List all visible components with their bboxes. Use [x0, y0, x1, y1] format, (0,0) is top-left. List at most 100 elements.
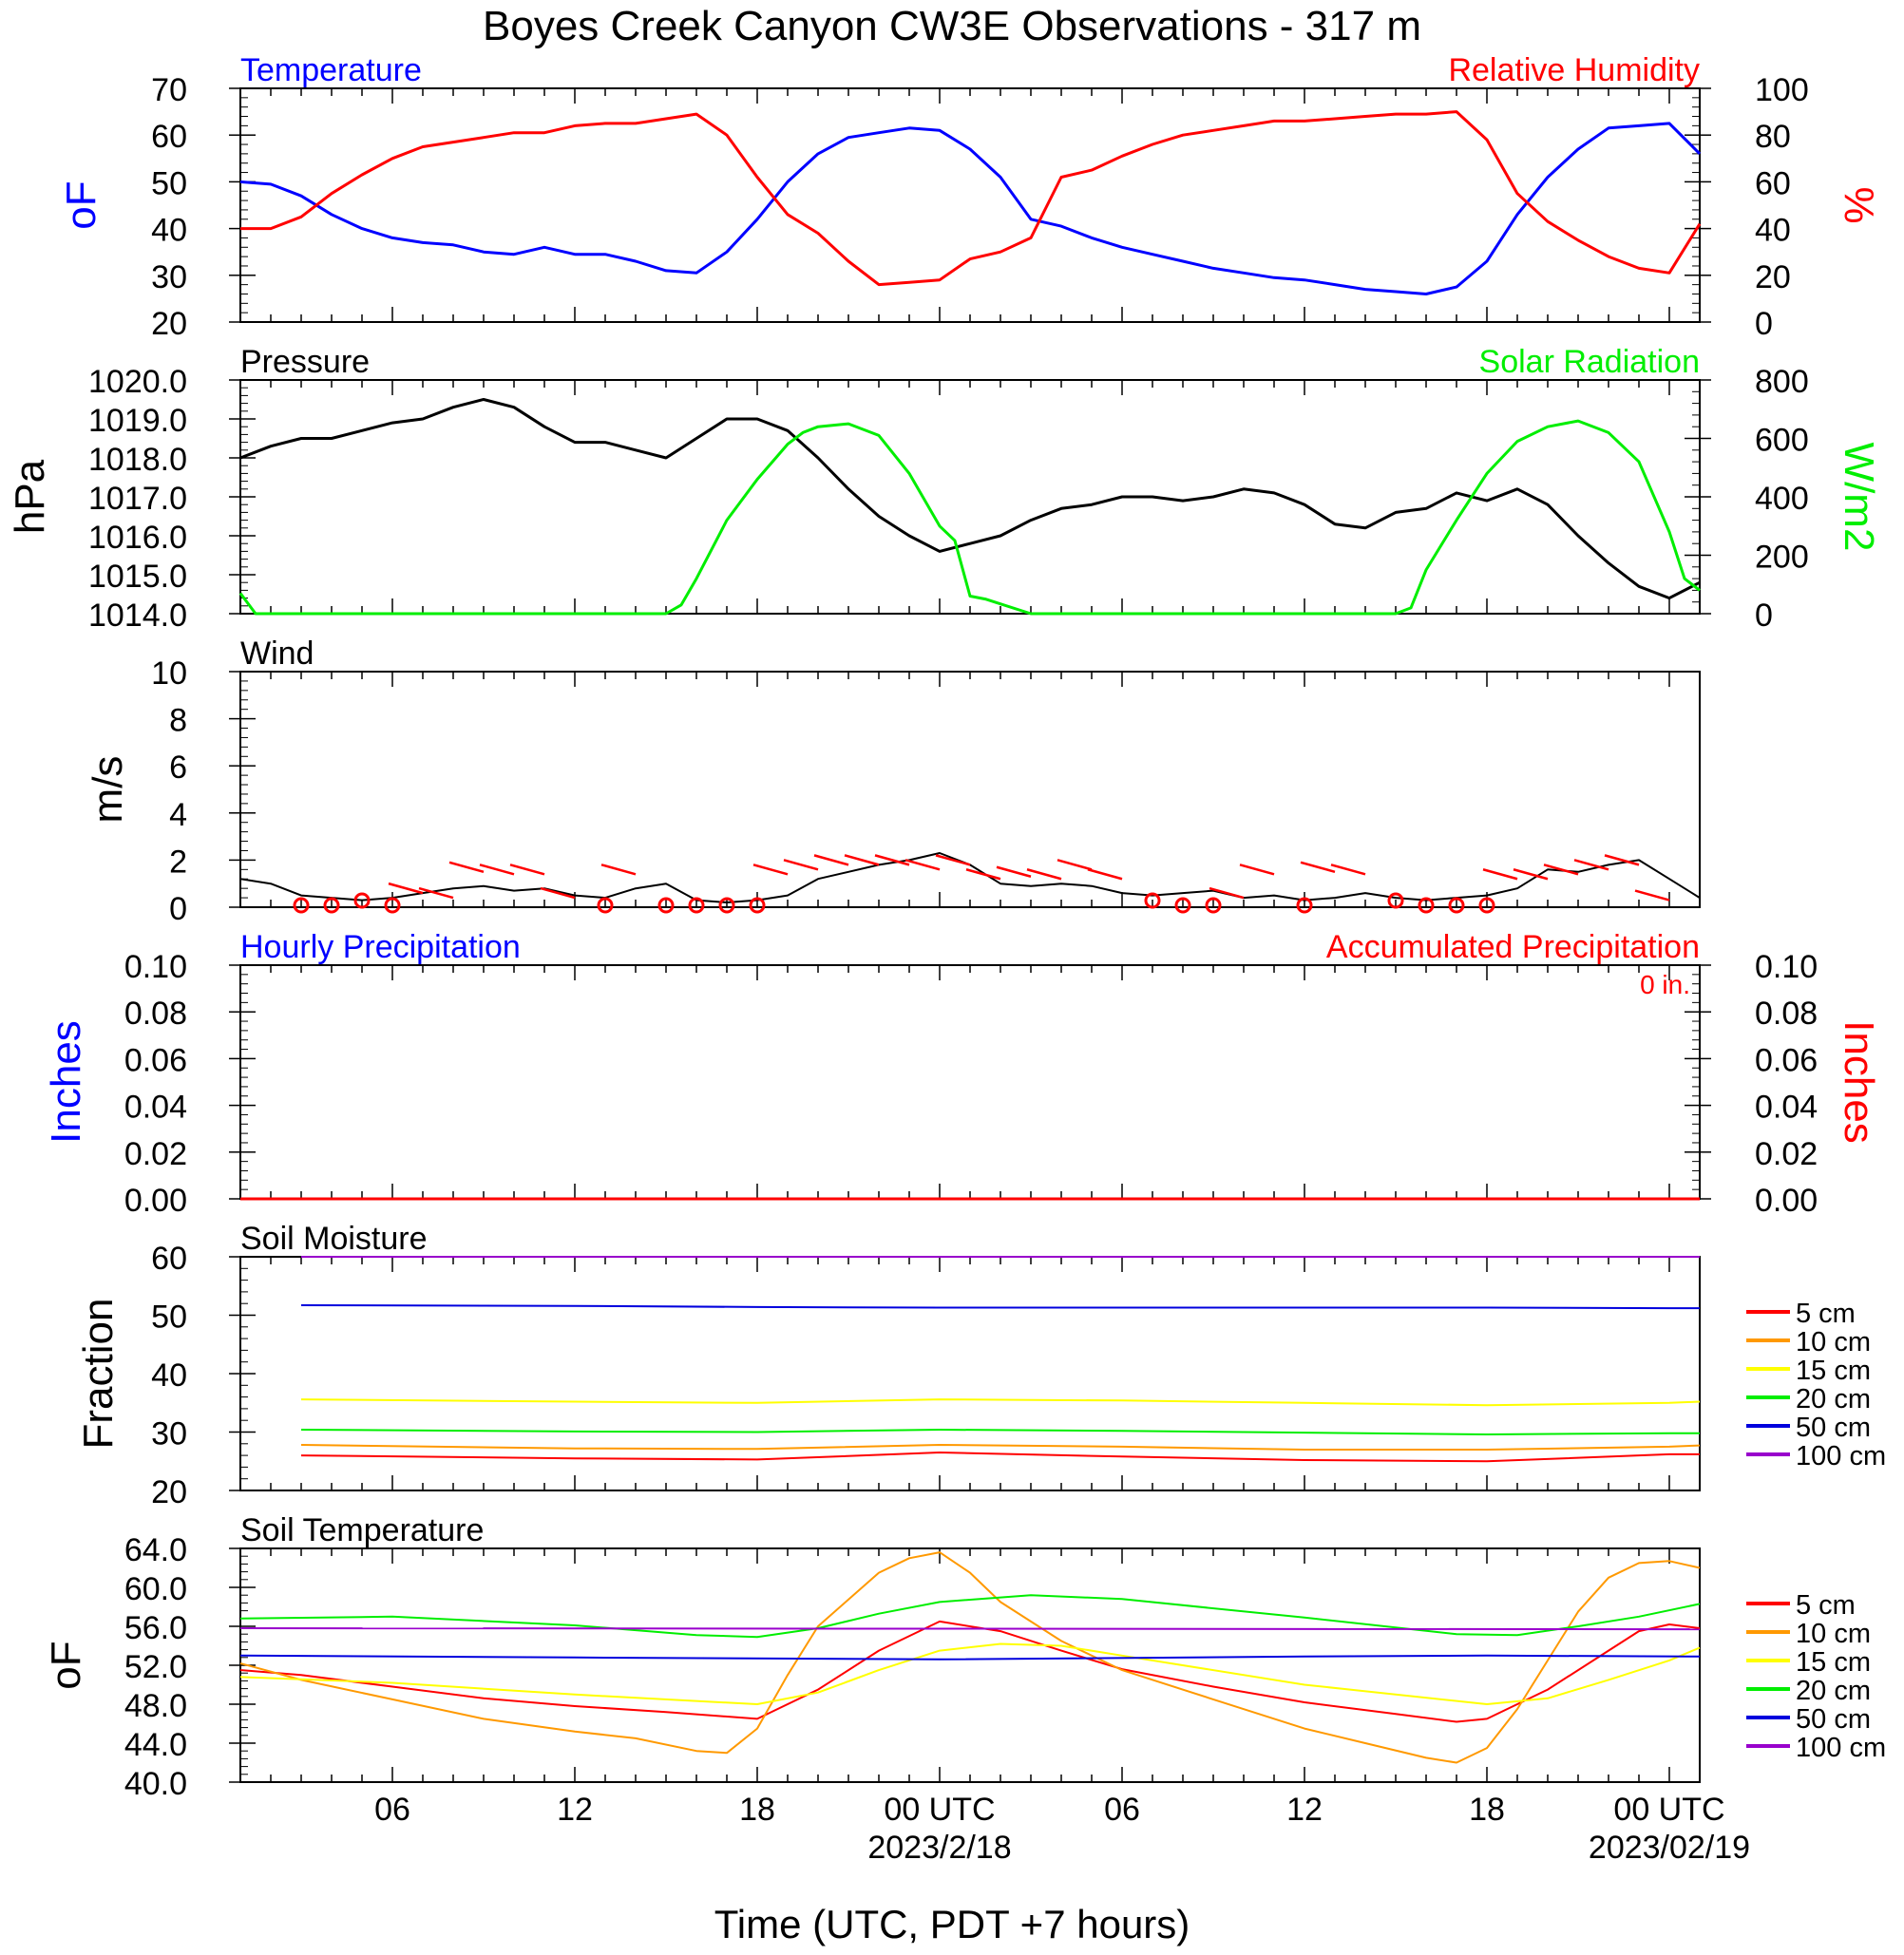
soil-temp-legend-label: 50 cm [1796, 1704, 1871, 1735]
pressure-solar-left-title: Pressure [240, 344, 370, 380]
solar-y-label: W/m2 [1836, 443, 1882, 552]
wind-tick-label: 10 [151, 655, 187, 692]
soil-temp-50cm-line [239, 1654, 1701, 1661]
rh-tick-label: 60 [1755, 165, 1791, 201]
x-tick-label: 12 [1286, 1792, 1323, 1828]
rh-tick-label: 100 [1755, 72, 1809, 108]
wind-calm-marker [718, 897, 735, 914]
precip-hourly-tick-label: 0.08 [124, 996, 187, 1032]
pressure-tick-label: 1015.0 [88, 559, 187, 595]
solar-tick-label: 400 [1755, 481, 1809, 517]
wind-calm-marker [749, 897, 766, 914]
panel-temperature-humidity: 20 30 40 50 60 70 0 20 40 60 80 100 Temperature Relat… [58, 52, 1882, 342]
wind-speed-line [239, 852, 1701, 903]
precip-left-title: Hourly Precipitation [240, 929, 521, 965]
wind-left-title: Wind [240, 636, 314, 672]
x-tick-label: 12 [557, 1792, 593, 1828]
x-tick-label: 00 UTC [1613, 1792, 1724, 1828]
soil-temp-legend-label: 15 cm [1796, 1647, 1871, 1678]
soil-temp-20cm-line [239, 1594, 1701, 1639]
soil-temp-10cm-line [239, 1551, 1701, 1764]
precip-right-title: Accumulated Precipitation [1326, 929, 1700, 965]
precip-frame [239, 964, 1701, 1200]
precip-hourly-tick-label: 0.06 [124, 1042, 187, 1078]
wind-barb [1482, 868, 1518, 881]
soil-temp-100cm-line [239, 1627, 1701, 1631]
soil-temp-tick-label: 60.0 [124, 1571, 187, 1607]
wind-calm-marker [353, 892, 371, 909]
temperature-line [239, 122, 1702, 295]
wind-calm-marker [323, 897, 340, 914]
wind-barb [600, 864, 637, 876]
soil-temp-legend-label: 5 cm [1796, 1590, 1856, 1621]
soil-temp-15cm-line [239, 1642, 1701, 1705]
wind-tick-label: 4 [169, 797, 187, 833]
wind-barb [844, 854, 880, 866]
figure-title: Boyes Creek Canyon CW3E Observations - 3… [483, 3, 1421, 49]
wind-tick-label: 2 [169, 844, 187, 880]
accumulated-total: 0 in. [1640, 970, 1690, 999]
precip-accum-tick-label: 0.04 [1755, 1090, 1818, 1126]
solar-radiation-line [238, 419, 1701, 616]
pressure-line [239, 398, 1701, 600]
solar-tick-label: 600 [1755, 423, 1809, 459]
wind-barb [1026, 868, 1062, 881]
temp-tick-label: 30 [151, 259, 187, 295]
temp-rh-frame [239, 87, 1701, 323]
wind-calm-marker [293, 897, 310, 914]
soil-temp-tick-label: 48.0 [124, 1688, 187, 1724]
temp-rh-left-title: Temperature [240, 52, 422, 88]
wind-calm-marker [384, 897, 401, 914]
wind-calm-marker [1448, 897, 1465, 914]
soil-moisture-frame [239, 1256, 1701, 1491]
soil-moisture-15cm-line [300, 1398, 1701, 1407]
rh-tick-label: 0 [1755, 306, 1773, 342]
pressure-solar-frame [239, 379, 1701, 615]
temp-tick-label: 20 [151, 306, 187, 342]
panel-soil-temperature: 40.044.048.052.056.060.064.0 Soil Tempera… [43, 1512, 1886, 1802]
soil-temp-tick-label: 64.0 [124, 1532, 187, 1568]
temp-tick-label: 70 [151, 72, 187, 108]
soil-temp-tick-label: 40.0 [124, 1766, 187, 1802]
rh-tick-label: 40 [1755, 213, 1791, 249]
soil-moisture-50cm-line [300, 1304, 1700, 1310]
x-tick-label: 00 UTC [884, 1792, 995, 1828]
wind-barb [904, 859, 941, 871]
soil-temp-5cm-line [239, 1620, 1701, 1723]
wind-y-label: m/s [85, 756, 131, 824]
pressure-tick-label: 1014.0 [88, 598, 187, 634]
x-tick-label: 18 [1469, 1792, 1505, 1828]
wind-calm-marker [688, 897, 705, 914]
soil-temp-left-title: Soil Temperature [240, 1512, 484, 1548]
x-tick-label: 06 [1104, 1792, 1140, 1828]
humidity-line [240, 110, 1702, 287]
wind-calm-marker [657, 897, 675, 914]
temp-tick-label: 60 [151, 119, 187, 155]
wind-barb [996, 865, 1032, 878]
wind-barb [1300, 861, 1336, 874]
pressure-solar-right-title: Solar Radiation [1479, 344, 1700, 380]
soil-moisture-tick-label: 50 [151, 1300, 187, 1336]
pressure-tick-label: 1017.0 [88, 481, 187, 517]
wind-tick-label: 8 [169, 703, 187, 739]
wind-barb [418, 886, 454, 900]
wind-calm-marker [597, 897, 614, 914]
pressure-tick-label: 1020.0 [88, 364, 187, 400]
wind-barb [448, 861, 485, 874]
wind-tick-label: 6 [169, 750, 187, 786]
precip-right-y-label: Inches [1836, 1020, 1882, 1144]
soil-temp-legend-label: 100 cm [1796, 1733, 1886, 1763]
precip-accum-tick-label: 0.00 [1755, 1183, 1818, 1219]
wind-barb [540, 886, 576, 900]
precip-hourly-tick-label: 0.10 [124, 949, 187, 985]
soil-moisture-legend-label: 100 cm [1796, 1441, 1886, 1471]
solar-tick-label: 200 [1755, 540, 1809, 576]
wind-barb [479, 864, 515, 876]
soil-moisture-20cm-line [300, 1429, 1700, 1435]
pressure-tick-label: 1018.0 [88, 442, 187, 478]
soil-moisture-tick-label: 30 [151, 1416, 187, 1452]
x-tick-label: 18 [739, 1792, 775, 1828]
